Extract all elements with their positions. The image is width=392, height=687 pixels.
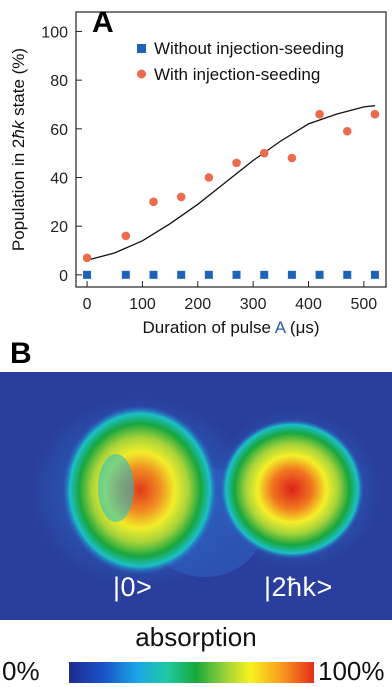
y-tick-label: 0 — [59, 268, 68, 285]
y-tick-label: 60 — [50, 122, 68, 139]
without-seeding-point — [287, 270, 296, 279]
panel-a-letter: A — [92, 6, 114, 39]
absorption-colorbar — [69, 662, 314, 683]
with-seeding-point — [176, 192, 186, 202]
without-seeding-point — [260, 270, 269, 279]
without-seeding-point — [121, 270, 130, 279]
with-seeding-point — [287, 153, 297, 163]
with-seeding-point — [121, 231, 131, 241]
without-seeding-point — [315, 270, 324, 279]
absorption-title: absorption — [135, 622, 257, 652]
y-tick-label: 100 — [41, 24, 68, 41]
x-tick-label: 200 — [184, 296, 211, 313]
absorption-image-svg — [0, 372, 392, 620]
with-seeding-point — [149, 197, 158, 207]
y-tick-label: 40 — [50, 170, 68, 187]
panel-a-chart: 0 100 200 300 400 500 0 20 40 60 80 100 Without inje… — [0, 0, 392, 340]
legend-without-label: Without injection-seeding — [154, 39, 344, 58]
without-seeding-point — [83, 270, 92, 279]
colorbar-min-label: 0% — [2, 656, 40, 686]
without-seeding-point — [204, 270, 213, 279]
panel-b-letter: B — [10, 337, 32, 370]
with-seeding-point — [232, 158, 241, 168]
with-seeding-point — [259, 148, 269, 158]
colorbar-max-label: 100% — [318, 656, 385, 686]
without-seeding-point — [232, 270, 241, 279]
absorption-image — [0, 372, 392, 620]
x-tick-label: 300 — [240, 296, 267, 313]
without-seeding-point — [370, 270, 379, 279]
without-seeding-point — [177, 270, 186, 279]
with-seeding-point — [315, 109, 324, 119]
x-tick-label: 100 — [129, 296, 156, 313]
x-axis-label: Duration of pulse A (μs) — [142, 318, 319, 337]
y-axis-label: Population in 2ħk state (%) — [9, 48, 28, 251]
state-two-hk-label: |2ħk> — [264, 572, 333, 602]
with-seeding-point — [342, 126, 352, 136]
without-seeding-point — [149, 270, 158, 279]
chart-svg: 0 100 200 300 400 500 0 20 40 60 80 100 Without inje… — [9, 11, 387, 337]
plot-frame — [75, 11, 387, 288]
legend-with-marker — [137, 69, 146, 79]
without-seeding-point — [343, 270, 352, 279]
legend-with-label: With injection-seeding — [154, 65, 320, 84]
legend-without-marker — [137, 44, 146, 53]
state-zero-label: |0> — [113, 572, 153, 602]
with-seeding-point — [204, 173, 214, 182]
y-tick-label: 20 — [50, 219, 68, 236]
fit-curve — [86, 105, 375, 261]
x-tick-label: 400 — [295, 296, 322, 313]
x-tick-label: 0 — [83, 296, 92, 313]
with-seeding-point — [370, 109, 380, 119]
with-seeding-point — [82, 253, 92, 263]
y-tick-label: 80 — [50, 73, 68, 90]
x-tick-label: 500 — [351, 296, 378, 313]
